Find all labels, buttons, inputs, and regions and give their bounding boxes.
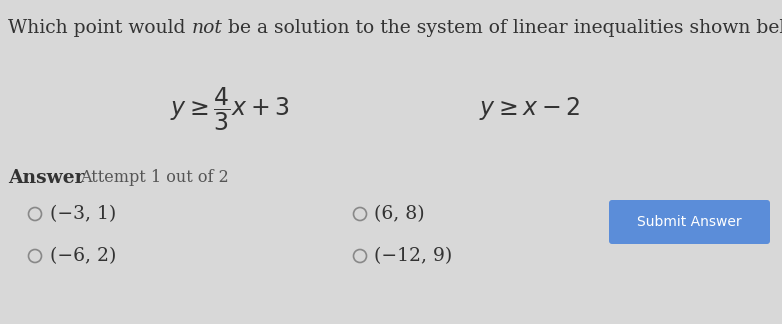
Text: $y \geq x - 2$: $y \geq x - 2$: [479, 96, 580, 122]
Text: (6, 8): (6, 8): [375, 205, 425, 223]
Text: be a solution to the system of linear inequalities shown below?: be a solution to the system of linear in…: [222, 19, 782, 37]
Text: $y \geq \dfrac{4}{3}x + 3$: $y \geq \dfrac{4}{3}x + 3$: [170, 85, 290, 133]
FancyBboxPatch shape: [609, 200, 770, 244]
Text: (−12, 9): (−12, 9): [375, 247, 453, 265]
Text: Submit Answer: Submit Answer: [637, 215, 742, 229]
Text: Attempt 1 out of 2: Attempt 1 out of 2: [80, 169, 229, 186]
Text: Which point would: Which point would: [8, 19, 192, 37]
Text: (−3, 1): (−3, 1): [49, 205, 116, 223]
Text: (−6, 2): (−6, 2): [49, 247, 116, 265]
Text: not: not: [192, 19, 222, 37]
Text: Answer: Answer: [8, 169, 84, 187]
